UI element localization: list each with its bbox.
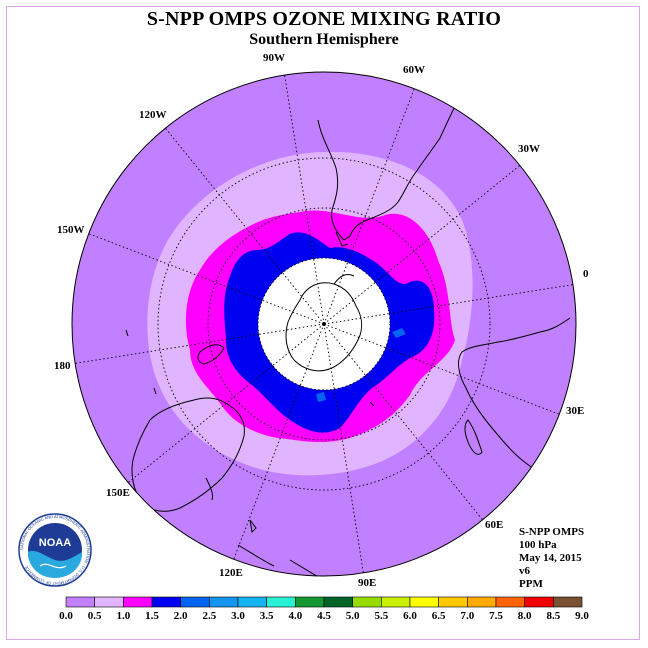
lon-label-120e: 120E [219, 567, 243, 579]
info-date: May 14, 2015 [519, 552, 582, 564]
colorbar-swatch [65, 596, 95, 608]
latitude-circle [207, 207, 441, 441]
colorbar-label: 4.5 [317, 610, 331, 622]
meridian-line [375, 165, 521, 283]
noaa-logo: NOAA NATIONAL OCEANIC AND ATMOSPHERIC AD… [18, 513, 92, 587]
meridian-line [258, 323, 325, 335]
meridian-line [385, 347, 560, 415]
meridian-line [323, 323, 366, 376]
colorbar-label: 8.0 [518, 610, 532, 622]
meridian-line [323, 262, 349, 325]
figure-frame [6, 6, 640, 640]
colorbar-swatch [209, 596, 239, 608]
colorbar-label: 4.0 [288, 610, 302, 622]
colorbar-swatch [524, 596, 554, 608]
colorbar: 0.0 0.5 1.0 1.5 2.0 2.5 3.0 3.5 4.0 4.5 5.0 5.5 6.0 6… [59, 596, 589, 622]
lon-label-0: 0 [583, 268, 589, 280]
meridian-line [262, 299, 325, 325]
colorbar-label: 3.0 [231, 610, 245, 622]
meridian-line [323, 323, 335, 390]
meridian-line [347, 88, 415, 263]
colorbar-swatch [323, 596, 353, 608]
colorbar-label: 2.5 [202, 610, 216, 622]
lon-label-60e: 60E [485, 519, 503, 531]
info-block: S-NPP OMPS 100 hPa May 14, 2015 v6 PPM [519, 526, 584, 591]
colorbar-swatch [381, 596, 411, 608]
colorbar-label: 0.0 [59, 610, 73, 622]
colorbar-label: 1.5 [145, 610, 159, 622]
meridian-line [299, 323, 325, 386]
meridian-line [365, 375, 483, 521]
antarctic-peninsula [333, 273, 355, 285]
lon-label-180: 180 [54, 360, 71, 372]
meridian-line [88, 233, 263, 301]
meridian-line [282, 272, 325, 325]
latitude-circle [257, 257, 391, 391]
meridian-line [323, 323, 386, 349]
meridian-line [165, 127, 283, 273]
meridian-line [272, 323, 325, 366]
lon-label-30w: 30W [518, 143, 540, 155]
colorbar-swatch [438, 596, 468, 608]
meridian-line [313, 258, 325, 325]
noaa-logo-text: NOAA [39, 537, 71, 549]
colorbar-label: 5.5 [374, 610, 388, 622]
meridian-line [127, 365, 273, 483]
colorbar-label: 1.0 [116, 610, 130, 622]
field-level-2.0-2.5-spot [392, 328, 406, 338]
longitude-labels: 90W 60W 30W 0 30E 60E 90E 120E 150E 180 … [54, 52, 589, 589]
info-version: v6 [519, 565, 530, 577]
lon-label-90w: 90W [263, 52, 285, 64]
colorbar-swatch [553, 596, 583, 608]
colorbar-swatch [94, 596, 124, 608]
colorbar-swatch [352, 596, 382, 608]
lon-label-150e: 150E [106, 487, 130, 499]
colorbar-label: 5.0 [346, 610, 360, 622]
colorbar-swatch [266, 596, 296, 608]
colorbar-swatch [467, 596, 497, 608]
lon-label-60w: 60W [403, 64, 425, 76]
info-pressure-level: 100 hPa [519, 539, 557, 551]
colorbar-label: 7.0 [460, 610, 474, 622]
info-satellite: S-NPP OMPS [519, 526, 585, 538]
colorbar-label: 3.5 [260, 610, 274, 622]
map-subtitle: Southern Hemisphere [249, 31, 399, 48]
colorbar-label: 8.5 [546, 610, 560, 622]
lon-label-120w: 120W [139, 109, 167, 121]
meridian-line [75, 333, 259, 364]
meridian-line [323, 313, 390, 325]
colorbar-label: 6.0 [403, 610, 417, 622]
latitude-circle [157, 157, 491, 491]
map-title: S-NPP OMPS OZONE MIXING RATIO [146, 8, 502, 30]
lon-label-90e: 90E [358, 577, 376, 589]
meridian-line [333, 389, 364, 573]
colorbar-swatch [123, 596, 153, 608]
colorbar-swatch [237, 596, 267, 608]
meridian-line [389, 284, 573, 315]
field-level-2.0-2.5-spot [316, 392, 326, 402]
colorbar-swatch [495, 596, 525, 608]
map-boundary [71, 71, 577, 577]
info-units: PPM [519, 578, 543, 590]
antarctica-coast [285, 282, 363, 372]
colorbar-swatch [409, 596, 439, 608]
graticule [75, 75, 573, 573]
colorbar-swatch [151, 596, 181, 608]
meridian-line [323, 282, 376, 325]
south-pole-marker [322, 322, 326, 326]
meridian-line [284, 75, 315, 259]
lon-label-150w: 150W [57, 224, 85, 236]
colorbar-swatch [295, 596, 325, 608]
colorbar-label: 6.5 [432, 610, 446, 622]
colorbar-label: 7.5 [489, 610, 503, 622]
colorbar-label: 9.0 [575, 610, 589, 622]
lon-label-30e: 30E [566, 405, 584, 417]
colorbar-label: 2.0 [174, 610, 188, 622]
colorbar-label: 0.5 [88, 610, 102, 622]
meridian-line [233, 385, 301, 560]
colorbar-swatch [180, 596, 210, 608]
